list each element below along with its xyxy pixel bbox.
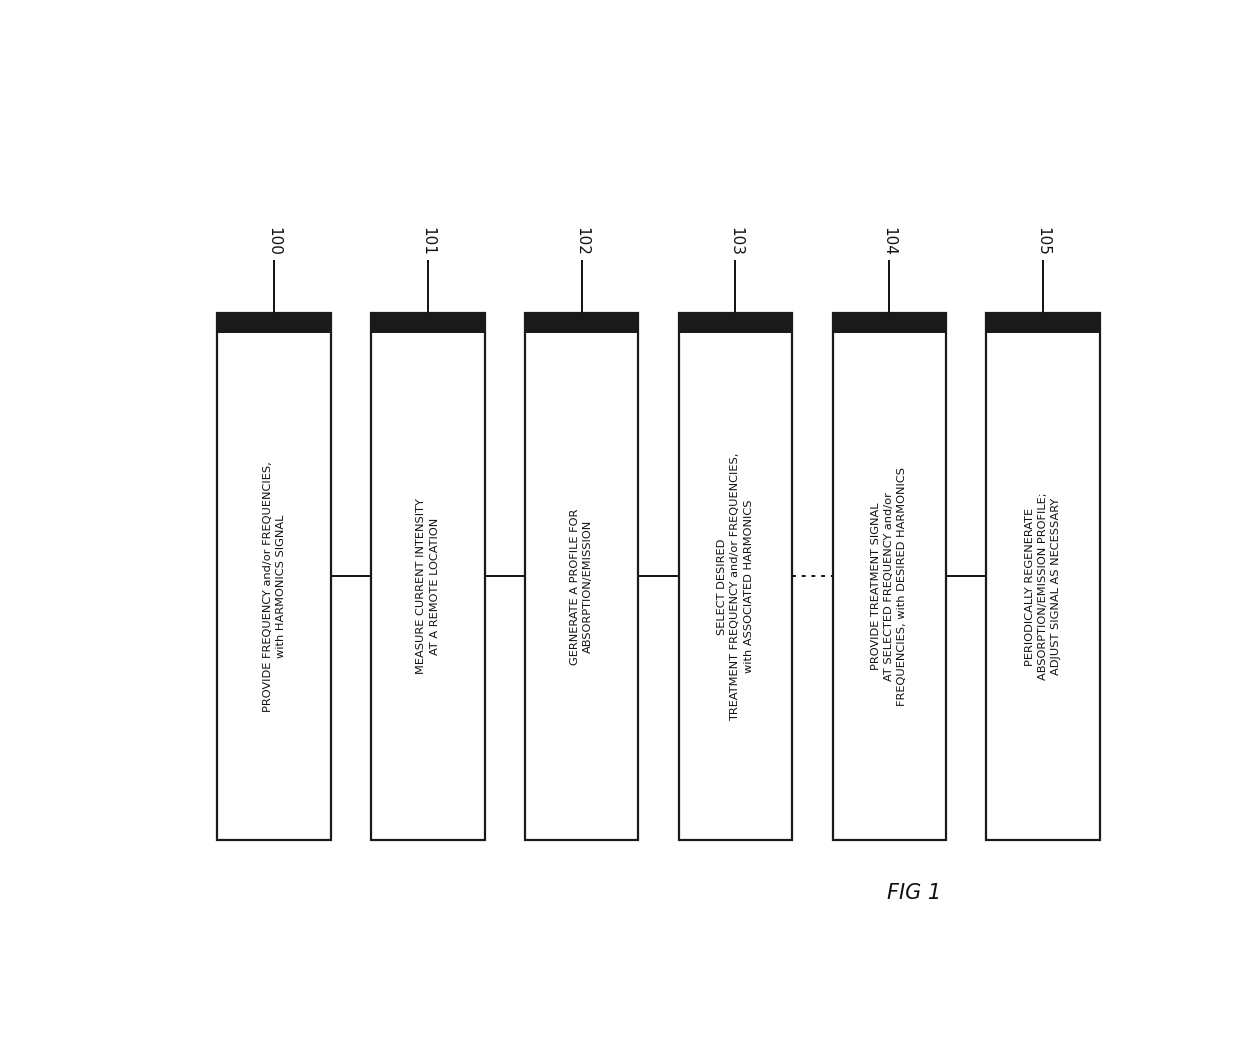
Bar bbox=[678, 313, 792, 333]
Bar bbox=[525, 313, 639, 840]
Text: PERIODICALLY REGENERATE
ABSORPTION/EMISSION PROFILE;
ADJUST SIGNAL AS NECESSARY: PERIODICALLY REGENERATE ABSORPTION/EMISS… bbox=[1024, 493, 1061, 680]
Text: 102: 102 bbox=[574, 227, 589, 256]
Text: 105: 105 bbox=[1035, 227, 1050, 256]
Text: GERNERATE A PROFILE FOR
ABSORPTION/EMISSION: GERNERATE A PROFILE FOR ABSORPTION/EMISS… bbox=[570, 509, 593, 664]
Text: PROVIDE TREATMENT SIGNAL
AT SELECTED FREQUENCY and/or
FREQUENCIES, with DESIRED : PROVIDE TREATMENT SIGNAL AT SELECTED FRE… bbox=[870, 466, 908, 706]
Bar bbox=[371, 313, 485, 840]
Bar bbox=[217, 313, 331, 840]
Bar bbox=[832, 313, 946, 840]
Bar bbox=[525, 313, 639, 333]
Bar bbox=[832, 313, 946, 333]
Text: 100: 100 bbox=[267, 227, 281, 256]
Text: 103: 103 bbox=[728, 227, 743, 256]
Text: 104: 104 bbox=[882, 227, 897, 256]
Bar bbox=[986, 313, 1100, 840]
Text: PROVIDE FREQUENCY and/or FREQUENCIES,
with HARMONICS SIGNAL: PROVIDE FREQUENCY and/or FREQUENCIES, wi… bbox=[263, 461, 285, 712]
Text: FIG 1: FIG 1 bbox=[887, 882, 941, 902]
Bar bbox=[986, 313, 1100, 333]
Text: 101: 101 bbox=[420, 227, 435, 256]
Bar bbox=[371, 313, 485, 333]
Text: SELECT DESIRED
TREATMENT FREQUENCY and/or FREQUENCIES,
with ASSOCIATED HARMONICS: SELECT DESIRED TREATMENT FREQUENCY and/o… bbox=[717, 453, 754, 720]
Bar bbox=[678, 313, 792, 840]
Bar bbox=[217, 313, 331, 333]
Text: MEASURE CURRENT INTENSITY
AT A REMOTE LOCATION: MEASURE CURRENT INTENSITY AT A REMOTE LO… bbox=[417, 498, 439, 674]
